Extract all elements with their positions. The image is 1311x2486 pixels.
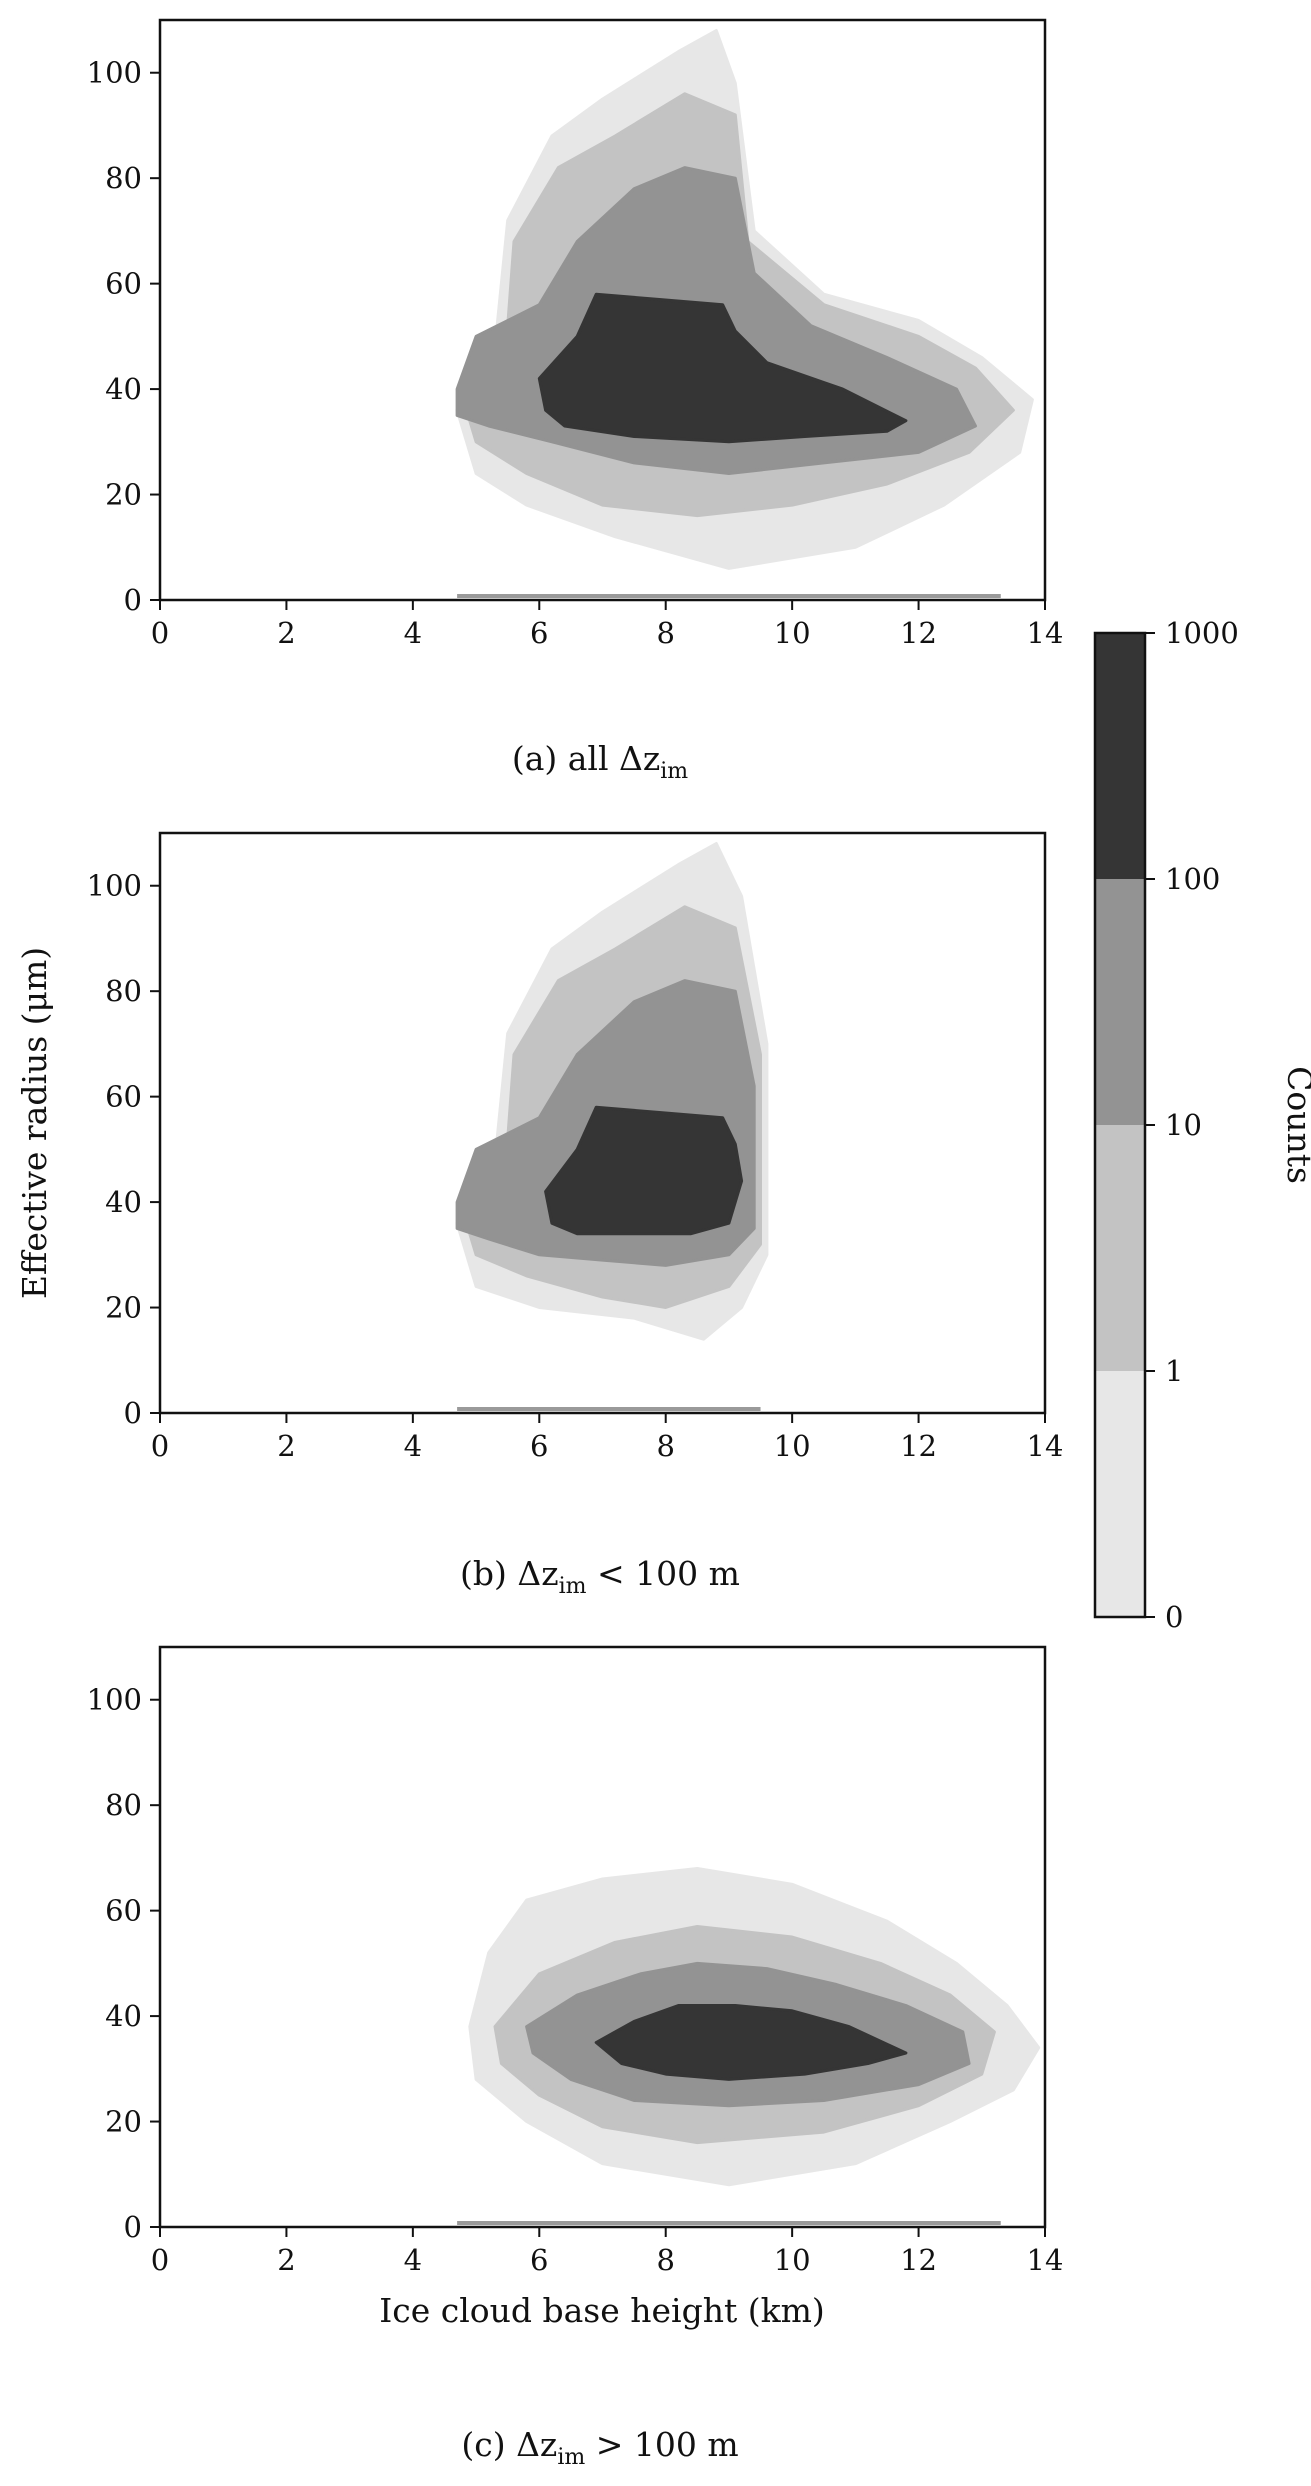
caption-tail: < 100 m — [587, 1554, 740, 1593]
x-tick-label: 0 — [151, 616, 169, 650]
x-tick-label: 14 — [1027, 2243, 1064, 2277]
colorbar-block — [1095, 879, 1145, 1125]
x-tick-label: 14 — [1027, 1429, 1064, 1463]
y-tick-label: 80 — [105, 1788, 142, 1822]
axis-ticks: 0 2 4 6 8 10 12 14 0 20 40 60 80 100 — [87, 869, 1064, 1463]
panel-caption: (a) all Δzim — [512, 739, 688, 784]
zero-radius-strip — [457, 594, 1001, 598]
x-tick-label: 2 — [277, 2243, 295, 2277]
y-tick-label: 20 — [105, 478, 142, 512]
panel-caption: (b) Δzim < 100 m — [460, 1554, 740, 1599]
colorbar-tick-label: 0 — [1165, 1600, 1183, 1634]
colorbar-block — [1095, 633, 1145, 879]
x-tick-label: 4 — [404, 2243, 422, 2277]
zero-radius-strip — [457, 2221, 1001, 2225]
plot-frame — [158, 18, 1047, 602]
x-tick-label: 14 — [1027, 616, 1064, 650]
x-tick-label: 10 — [774, 616, 811, 650]
density-region-level-3 — [594, 2004, 908, 2081]
colorbar-tick-label: 10 — [1165, 1108, 1202, 1142]
colorbar-blocks — [1095, 633, 1145, 1617]
y-tick-label: 40 — [105, 372, 142, 406]
y-tick-label: 60 — [105, 267, 142, 301]
y-tick-label: 0 — [124, 583, 142, 617]
y-tick-label: 40 — [105, 1185, 142, 1219]
x-tick-label: 2 — [277, 1429, 295, 1463]
x-tick-label: 6 — [530, 2243, 548, 2277]
caption-tail: > 100 m — [585, 2425, 738, 2464]
x-tick-label: 6 — [530, 1429, 548, 1463]
colorbar: 0 1 10 100 1000 Counts — [1093, 616, 1311, 1634]
colorbar-tick-label: 100 — [1165, 862, 1220, 896]
x-tick-label: 8 — [656, 1429, 674, 1463]
density-region-level-3 — [537, 292, 908, 444]
x-tick-label: 8 — [656, 616, 674, 650]
y-tick-label: 40 — [105, 1999, 142, 2033]
y-axis-label: Effective radius (μm) — [15, 947, 54, 1299]
colorbar-tick-label: 1 — [1165, 1354, 1183, 1388]
colorbar-label: Counts — [1280, 1066, 1311, 1184]
heatmap-layer — [457, 1867, 1041, 2225]
caption-main: (b) Δz — [460, 1554, 559, 1593]
caption-sub: im — [660, 759, 688, 784]
panel-b: 0 2 4 6 8 10 12 14 0 20 40 60 80 100 Effective radius… — [15, 831, 1064, 1599]
y-tick-label: 100 — [87, 1683, 142, 1717]
x-tick-label: 8 — [656, 2243, 674, 2277]
y-tick-label: 20 — [105, 1291, 142, 1325]
x-tick-label: 10 — [774, 2243, 811, 2277]
x-tick-label: 6 — [530, 616, 548, 650]
y-tick-label: 100 — [87, 56, 142, 90]
heatmap-layer — [455, 29, 1034, 598]
panel-c: 0 2 4 6 8 10 12 14 0 20 40 60 80 100 Ice cloud base h… — [87, 1645, 1064, 2470]
x-tick-label: 10 — [774, 1429, 811, 1463]
caption-sub: im — [559, 1574, 587, 1599]
y-tick-label: 80 — [105, 161, 142, 195]
panel-caption: (c) Δzim > 100 m — [461, 2425, 738, 2470]
plot-frame — [158, 1645, 1047, 2229]
x-tick-label: 12 — [900, 616, 937, 650]
x-tick-label: 12 — [900, 1429, 937, 1463]
x-axis-label: Ice cloud base height (km) — [379, 2291, 825, 2330]
density-region-level-3 — [544, 1105, 744, 1236]
colorbar-tick-label: 1000 — [1165, 616, 1239, 650]
heatmap-layer — [455, 842, 769, 1411]
caption-sub: im — [557, 2445, 585, 2470]
colorbar-block — [1095, 1371, 1145, 1617]
plot-frame — [158, 831, 1047, 1415]
y-tick-label: 60 — [105, 1080, 142, 1114]
y-tick-label: 0 — [124, 1396, 142, 1430]
y-tick-label: 60 — [105, 1894, 142, 1928]
caption-main: (a) all Δz — [512, 739, 660, 778]
x-tick-label: 4 — [404, 1429, 422, 1463]
colorbar-block — [1095, 1125, 1145, 1371]
x-tick-label: 2 — [277, 616, 295, 650]
x-tick-label: 0 — [151, 2243, 169, 2277]
zero-radius-strip — [457, 1407, 761, 1411]
caption-main: (c) Δz — [461, 2425, 557, 2464]
axis-ticks: 0 2 4 6 8 10 12 14 0 20 40 60 80 100 — [87, 56, 1064, 650]
panel-a: 0 2 4 6 8 10 12 14 0 20 40 60 80 100 (a) all Δzim — [87, 18, 1064, 784]
colorbar-ticks: 0 1 10 100 1000 — [1145, 616, 1239, 1634]
axis-ticks: 0 2 4 6 8 10 12 14 0 20 40 60 80 100 — [87, 1683, 1064, 2277]
y-tick-label: 100 — [87, 869, 142, 903]
x-tick-label: 12 — [900, 2243, 937, 2277]
x-tick-label: 0 — [151, 1429, 169, 1463]
y-tick-label: 20 — [105, 2105, 142, 2139]
x-tick-label: 4 — [404, 616, 422, 650]
y-tick-label: 0 — [124, 2210, 142, 2244]
y-tick-label: 80 — [105, 974, 142, 1008]
